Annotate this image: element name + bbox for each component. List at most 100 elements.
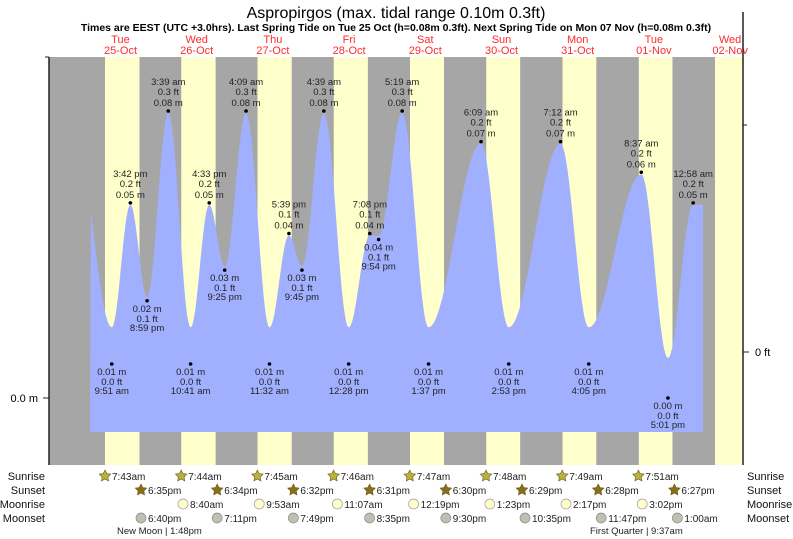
sunset-icon	[591, 483, 605, 496]
moonset-time: 10:35pm	[532, 514, 571, 525]
sunrise-icon	[632, 469, 645, 482]
astro-row-label-right: Moonrise	[747, 499, 792, 511]
astro-table: Sunrise Sunrise Sunset Sunset Moonrise Moonri…	[0, 469, 792, 537]
tide-point-m: 0.04 m	[274, 221, 303, 232]
moonset-icon	[519, 512, 531, 524]
sunset-time: 6:32pm	[300, 486, 333, 497]
sunrise-time: 7:47am	[417, 472, 450, 483]
day-label-date: 27-Oct	[256, 45, 289, 57]
tide-point-dot	[506, 362, 511, 366]
moonset-time: 1:00am	[684, 514, 717, 525]
moonrise-time: 8:40am	[190, 500, 223, 511]
sunrise-icon	[555, 469, 569, 482]
tide-point-ft: 0.0 ft	[101, 377, 122, 388]
tide-point-time: 5:19 am	[385, 77, 419, 88]
sunset-time: 6:35pm	[148, 486, 181, 497]
tide-water-area	[90, 113, 703, 432]
tide-point-time: 12:58 am	[673, 169, 713, 180]
tide-point-time: 1:37 pm	[411, 386, 445, 397]
tide-point-m: 0.00 m	[653, 401, 682, 412]
tide-point-dot	[586, 362, 591, 366]
moonrise-icon	[636, 498, 648, 510]
sunset-time: 6:34pm	[224, 486, 257, 497]
tide-point-m: 0.07 m	[466, 129, 495, 140]
sunrise-icon	[479, 469, 493, 482]
tide-point-time: 4:05 pm	[572, 386, 606, 397]
tide-point-ft: 0.2 ft	[199, 179, 220, 190]
tide-points: 0.01 m0.0 ft9:51 am3:42 pm0.2 ft0.05 m0.…	[95, 77, 713, 431]
tide-point: 7:12 am0.2 ft0.07 m	[543, 108, 578, 144]
tide-point-dot	[368, 231, 372, 236]
tide-point-m: 0.08 m	[388, 98, 417, 109]
axes: 0.0 m 0 ft	[10, 12, 770, 465]
tide-point: 0.02 m0.1 ft8:59 pm	[130, 298, 164, 334]
tide-point-time: 9:45 pm	[285, 292, 319, 303]
tide-point-ft: 0.2 ft	[470, 118, 491, 129]
moonset-icon	[288, 512, 299, 524]
tide-point-dot	[300, 268, 304, 272]
tide-point-ft: 0.1 ft	[214, 283, 235, 294]
tide-point-ft: 0.0 ft	[657, 411, 678, 422]
tide-point-time: 2:53 pm	[492, 386, 526, 397]
day-label-dow: Sun	[492, 34, 512, 46]
day-label-date: 01-Nov	[636, 45, 672, 57]
sunrise-time: 7:45am	[264, 472, 297, 483]
tide-point-ft: 0.1 ft	[368, 253, 389, 264]
tide-point-ft: 0.0 ft	[180, 377, 201, 388]
day-label-dow: Fri	[343, 34, 356, 46]
tide-point-m: 0.01 m	[97, 367, 126, 378]
moonrise-time: 1:23pm	[497, 500, 530, 511]
moonset-icon	[672, 512, 683, 524]
tide-point-dot	[400, 109, 404, 113]
sunrise-time: 7:48am	[493, 472, 526, 483]
day-label-date: 29-Oct	[409, 45, 442, 57]
tide-point: 0.04 m0.1 ft9:54 pm	[361, 237, 396, 273]
tide-point-dot	[207, 201, 212, 205]
tide-point-ft: 0.3 ft	[392, 87, 413, 98]
tide-point-time: 6:09 am	[464, 108, 498, 119]
tide-point-time: 12:28 pm	[329, 386, 369, 397]
moonset-icon	[595, 512, 607, 524]
tide-point-ft: 0.0 ft	[578, 377, 599, 388]
tide-point-m: 0.04 m	[355, 221, 384, 232]
tide-point-m: 0.01 m	[334, 367, 363, 378]
tide-point: 3:39 am0.3 ft0.08 m	[151, 77, 186, 113]
day-label-dow: Wed	[185, 34, 207, 46]
moonset-icon	[440, 512, 452, 524]
tide-point: 3:42 pm0.2 ft0.05 m	[113, 169, 148, 205]
tide-point-ft: 0.2 ft	[550, 118, 571, 129]
tide-point-ft: 0.2 ft	[683, 179, 704, 190]
sunrise-time: 7:51am	[645, 472, 678, 483]
tide-point-ft: 0.0 ft	[418, 377, 439, 388]
astro-row-label-left: Sunset	[11, 485, 45, 497]
tide-point: 0.01 m0.0 ft2:53 pm	[492, 362, 526, 397]
tide-point-time: 3:39 am	[151, 77, 185, 88]
tide-point-ft: 0.2 ft	[120, 179, 141, 190]
tide-point-m: 0.05 m	[679, 190, 708, 201]
moonrise-icon	[560, 498, 572, 510]
tide-point-m: 0.01 m	[255, 367, 284, 378]
tide-point-time: 5:01 pm	[651, 420, 685, 431]
sunrise-icon	[98, 469, 112, 482]
tide-point: 0.03 m0.1 ft9:25 pm	[208, 268, 242, 303]
tide-point-time: 4:39 am	[307, 77, 341, 88]
chart-subtitle: Times are EEST (UTC +3.0hrs). Last Sprin…	[81, 22, 711, 34]
tide-area	[90, 113, 703, 432]
astro-row-label-left: Moonset	[3, 513, 45, 525]
tide-point-m: 0.07 m	[546, 129, 575, 140]
day-label-date: 30-Oct	[485, 45, 518, 57]
sunset-icon	[210, 483, 224, 496]
moonrise-time: 2:17pm	[573, 500, 606, 511]
moonrise-time: 11:07am	[344, 500, 382, 511]
tide-point: 8:37 am0.2 ft0.06 m	[624, 138, 659, 175]
tide-point-time: 9:54 pm	[361, 262, 395, 273]
sunset-icon	[439, 483, 453, 496]
day-label-date: 28-Oct	[333, 45, 366, 57]
sunset-time: 6:28pm	[605, 486, 638, 497]
tide-point-time: 9:51 am	[95, 386, 129, 397]
day-label-date: 25-Oct	[104, 45, 137, 57]
moonset-icon	[364, 512, 375, 524]
sunrise-icon	[251, 469, 264, 482]
tide-point-ft: 0.2 ft	[631, 148, 652, 159]
moonset-icon	[211, 512, 223, 524]
